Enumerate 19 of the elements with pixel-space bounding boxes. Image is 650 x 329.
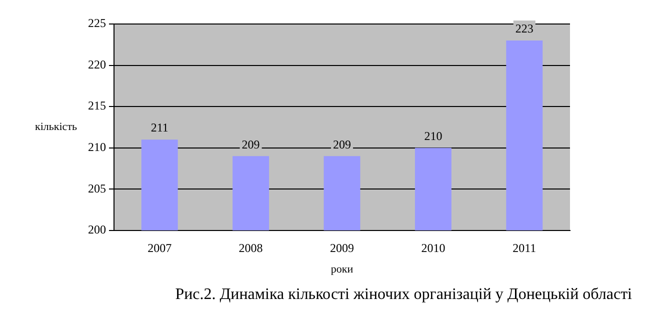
data-label: 223: [515, 22, 534, 36]
data-label: 209: [333, 137, 351, 152]
x-axis-title: роки: [330, 263, 354, 276]
data-label: 210: [424, 128, 442, 143]
text: Рис.2. Динаміка кількості жіночих організацій у Донецькій області: [174, 286, 633, 304]
x-tick-label: 2010: [421, 240, 446, 255]
y-tick-label: 205: [88, 181, 106, 196]
x-tick-label: 2009: [330, 240, 354, 255]
data-label: 209: [242, 137, 260, 152]
y-tick-label: 200: [88, 222, 106, 237]
x-tick-label: 2007: [148, 240, 172, 255]
y-axis-title: кількість: [34, 121, 78, 134]
y-tick-label: 225: [88, 16, 106, 30]
x-tick-label: 2008: [238, 240, 263, 255]
y-tick-label: 220: [88, 57, 106, 72]
y-tick-label: 215: [88, 98, 106, 113]
data-label: 211: [150, 120, 168, 135]
x-tick-label: 2011: [512, 240, 536, 255]
y-tick-label: 210: [88, 140, 106, 154]
